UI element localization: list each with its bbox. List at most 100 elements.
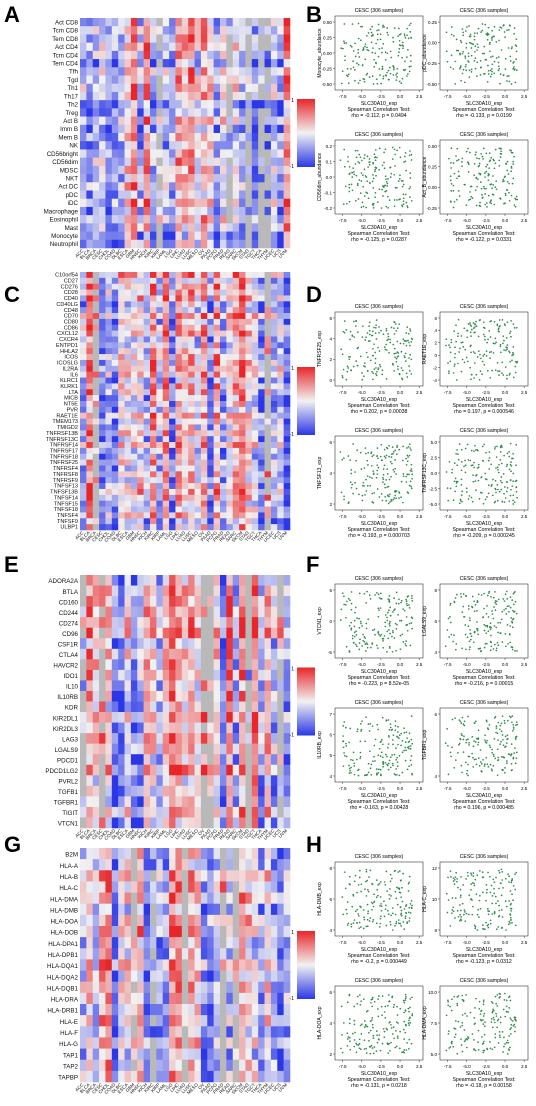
scatter-point [389, 50, 392, 53]
heatmap-cell [105, 116, 113, 126]
heatmap-cell [239, 638, 246, 650]
heatmap-cell [156, 430, 164, 437]
heatmap-cell [80, 389, 87, 396]
heatmap-cell [245, 198, 253, 208]
scatter-point [459, 66, 462, 69]
heatmap-cell [130, 775, 138, 787]
heatmap-cell [270, 1026, 278, 1038]
heatmap-cell [220, 283, 227, 290]
heatmap-cell [175, 371, 183, 378]
heatmap-cell [118, 914, 125, 927]
heatmap-cell [150, 453, 157, 460]
heatmap-cell [277, 365, 284, 372]
heatmap-cell [105, 67, 113, 76]
heatmap-cell [226, 1015, 234, 1027]
heatmap-cell [124, 596, 132, 607]
heatmap-cell [162, 1048, 170, 1061]
heatmap-cell [283, 418, 291, 425]
row-label: Tcm CD8 [53, 28, 79, 35]
heatmap-cell [162, 442, 170, 449]
heatmap-cell [143, 817, 151, 829]
heatmap-cell [251, 50, 259, 60]
heatmap-cell [156, 301, 164, 308]
heatmap-cell [137, 223, 144, 232]
heatmap-cell [213, 892, 221, 905]
scatter-point [510, 167, 513, 169]
heatmap-cell [130, 1037, 138, 1049]
scatter-point [373, 65, 376, 68]
heatmap-cell [283, 764, 291, 776]
heatmap-cell [283, 190, 291, 200]
heatmap-cell [188, 948, 195, 960]
heatmap-cell [264, 430, 272, 437]
heatmap-cell [283, 342, 291, 349]
heatmap-cell [130, 606, 138, 618]
heatmap-cell [181, 754, 189, 766]
scatter-point [381, 67, 384, 70]
heatmap-cell [99, 638, 106, 650]
heatmap-cell [86, 447, 94, 455]
heatmap-cell [80, 992, 87, 1005]
heatmap-cell [111, 313, 119, 320]
heatmap-cell [213, 272, 221, 279]
heatmap-cell [99, 324, 106, 331]
scatter-point [396, 72, 398, 75]
scatter-point [497, 65, 500, 68]
heatmap-cell [169, 892, 176, 905]
heatmap-cell [194, 627, 202, 639]
heatmap-cell [99, 926, 106, 938]
heatmap-cell [220, 500, 227, 507]
row-label: TNFRSF14 [50, 443, 78, 449]
heatmap-cell [86, 701, 94, 713]
heatmap-cell [92, 870, 100, 882]
heatmap-cell [194, 342, 202, 349]
heatmap-cell [92, 892, 100, 905]
heatmap-cell [239, 223, 246, 232]
heatmap-cell [124, 383, 132, 390]
heatmap-cell [169, 330, 176, 337]
heatmap-cell [143, 108, 151, 117]
heatmap-cell [111, 937, 119, 949]
heatmap-cell [277, 318, 284, 326]
heatmap-cell [175, 330, 183, 337]
heatmap-cell [283, 100, 291, 109]
heatmap-cell [270, 806, 278, 818]
scatter-point [396, 186, 398, 189]
heatmap-cell [264, 318, 272, 326]
heatmap-cell [105, 471, 113, 478]
heatmap-cell [181, 638, 189, 650]
heatmap-cell [130, 42, 138, 52]
heatmap-cell [111, 26, 119, 35]
heatmap-cell [226, 389, 234, 396]
heatmap-cell [283, 354, 291, 361]
scatter-point [387, 178, 389, 180]
heatmap-cell [226, 669, 234, 681]
heatmap-cell [175, 701, 183, 713]
heatmap-cell [213, 500, 221, 507]
heatmap-cell [232, 436, 240, 443]
heatmap-cell [150, 680, 157, 692]
heatmap-cell [86, 377, 94, 384]
heatmap-cell [175, 412, 183, 419]
heatmap-cell [200, 585, 208, 597]
heatmap-cell [143, 424, 151, 431]
heatmap-cell [207, 465, 214, 472]
row-label: iDC [68, 200, 79, 207]
heatmap-cell [124, 981, 132, 994]
heatmap-cell [258, 680, 265, 692]
scatter-point [410, 199, 413, 202]
heatmap-cell [130, 848, 138, 860]
heatmap-cell [258, 903, 265, 916]
scatter-point [459, 39, 462, 42]
heatmap-cell [156, 870, 164, 882]
heatmap-cell [169, 354, 176, 361]
heatmap-cell [251, 318, 259, 326]
heatmap-cell [188, 34, 195, 43]
heatmap-cell [181, 926, 189, 938]
heatmap-cell [283, 596, 291, 607]
heatmap-cell [264, 206, 272, 216]
heatmap-cell [162, 75, 170, 85]
heatmap-cell [99, 575, 106, 586]
scatter-point [469, 185, 472, 188]
scatter-point [374, 196, 376, 199]
